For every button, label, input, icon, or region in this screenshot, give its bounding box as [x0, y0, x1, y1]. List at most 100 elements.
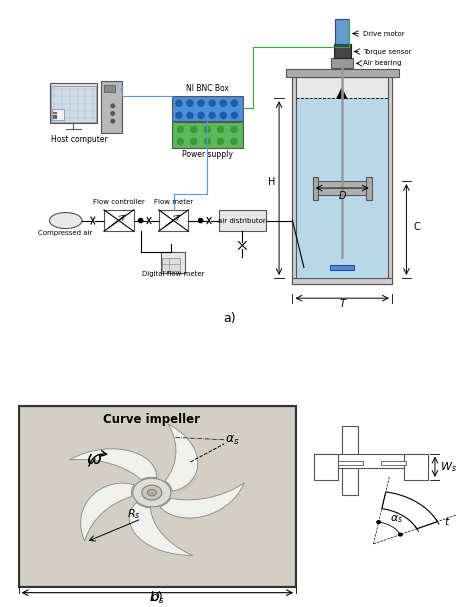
Circle shape — [231, 112, 237, 118]
Text: Torque sensor: Torque sensor — [363, 49, 412, 55]
Polygon shape — [337, 89, 346, 98]
FancyBboxPatch shape — [314, 453, 428, 468]
Text: Curve impeller: Curve impeller — [103, 413, 201, 426]
Text: Drive motor: Drive motor — [363, 30, 405, 36]
Ellipse shape — [49, 212, 82, 229]
FancyBboxPatch shape — [21, 408, 294, 585]
FancyBboxPatch shape — [172, 122, 243, 148]
Text: Compressed air: Compressed air — [38, 230, 93, 236]
Circle shape — [177, 126, 183, 132]
Polygon shape — [160, 507, 196, 520]
Text: $\alpha_s$: $\alpha_s$ — [391, 513, 404, 525]
FancyBboxPatch shape — [54, 112, 57, 114]
Circle shape — [204, 138, 210, 144]
Polygon shape — [172, 471, 200, 493]
Polygon shape — [165, 424, 198, 491]
Circle shape — [199, 219, 203, 223]
Text: b): b) — [151, 591, 164, 604]
FancyBboxPatch shape — [285, 69, 399, 77]
FancyBboxPatch shape — [163, 257, 180, 271]
Circle shape — [142, 485, 162, 500]
FancyBboxPatch shape — [366, 177, 372, 200]
FancyBboxPatch shape — [338, 461, 363, 465]
Circle shape — [218, 126, 224, 132]
Text: Flow controller: Flow controller — [93, 198, 145, 205]
Circle shape — [209, 112, 215, 118]
Circle shape — [204, 126, 210, 132]
FancyBboxPatch shape — [314, 453, 338, 480]
Circle shape — [191, 126, 197, 132]
Text: NI BNC Box: NI BNC Box — [186, 84, 229, 93]
Circle shape — [399, 533, 402, 536]
Polygon shape — [99, 483, 137, 492]
Circle shape — [198, 112, 204, 118]
Circle shape — [231, 126, 237, 132]
FancyBboxPatch shape — [161, 252, 185, 273]
Text: $t$: $t$ — [444, 515, 451, 526]
FancyBboxPatch shape — [292, 77, 392, 283]
Text: air distributor: air distributor — [219, 217, 266, 223]
Text: $D_s$: $D_s$ — [149, 591, 165, 606]
Polygon shape — [129, 503, 193, 555]
FancyBboxPatch shape — [342, 426, 357, 495]
FancyBboxPatch shape — [104, 210, 134, 231]
Text: $\alpha_s$: $\alpha_s$ — [225, 434, 239, 447]
Circle shape — [220, 100, 226, 106]
FancyBboxPatch shape — [50, 83, 98, 123]
Circle shape — [209, 100, 215, 106]
Circle shape — [176, 112, 182, 118]
Text: a): a) — [223, 312, 236, 325]
FancyBboxPatch shape — [101, 81, 122, 132]
Circle shape — [187, 112, 193, 118]
Polygon shape — [138, 454, 159, 480]
Polygon shape — [160, 483, 244, 518]
FancyBboxPatch shape — [52, 109, 64, 120]
FancyBboxPatch shape — [330, 265, 355, 270]
Polygon shape — [70, 449, 156, 480]
Circle shape — [191, 138, 197, 144]
Circle shape — [220, 112, 226, 118]
Circle shape — [187, 100, 193, 106]
Text: $R_s$: $R_s$ — [127, 507, 140, 521]
FancyBboxPatch shape — [51, 86, 96, 121]
FancyBboxPatch shape — [404, 453, 428, 480]
Text: D: D — [338, 191, 346, 201]
Circle shape — [111, 112, 114, 115]
Text: C: C — [413, 222, 420, 231]
FancyBboxPatch shape — [172, 97, 243, 121]
FancyBboxPatch shape — [334, 44, 351, 58]
Circle shape — [138, 219, 143, 223]
Text: Flow meter: Flow meter — [154, 198, 193, 205]
Text: Air bearing: Air bearing — [363, 60, 401, 66]
FancyBboxPatch shape — [381, 461, 406, 465]
FancyBboxPatch shape — [159, 210, 189, 231]
Text: Host computer: Host computer — [51, 135, 108, 144]
FancyBboxPatch shape — [54, 115, 57, 119]
Circle shape — [176, 100, 182, 106]
Polygon shape — [382, 492, 438, 529]
FancyBboxPatch shape — [317, 181, 367, 195]
FancyBboxPatch shape — [313, 177, 318, 200]
Circle shape — [111, 104, 114, 107]
Circle shape — [218, 138, 224, 144]
Circle shape — [231, 138, 237, 144]
FancyBboxPatch shape — [104, 85, 115, 92]
Circle shape — [147, 489, 156, 496]
FancyBboxPatch shape — [295, 98, 389, 278]
FancyBboxPatch shape — [18, 406, 296, 586]
Circle shape — [198, 100, 204, 106]
Text: Digital flow meter: Digital flow meter — [142, 271, 204, 277]
FancyBboxPatch shape — [292, 77, 296, 283]
Circle shape — [111, 120, 114, 123]
Circle shape — [231, 100, 237, 106]
Polygon shape — [81, 483, 134, 541]
Circle shape — [133, 478, 171, 507]
Text: T: T — [339, 299, 345, 308]
FancyBboxPatch shape — [331, 58, 353, 68]
Text: H: H — [268, 177, 276, 187]
FancyBboxPatch shape — [335, 19, 349, 44]
FancyBboxPatch shape — [219, 210, 266, 231]
Polygon shape — [129, 503, 139, 532]
Text: $\omega$: $\omega$ — [86, 450, 102, 469]
FancyBboxPatch shape — [388, 77, 392, 283]
